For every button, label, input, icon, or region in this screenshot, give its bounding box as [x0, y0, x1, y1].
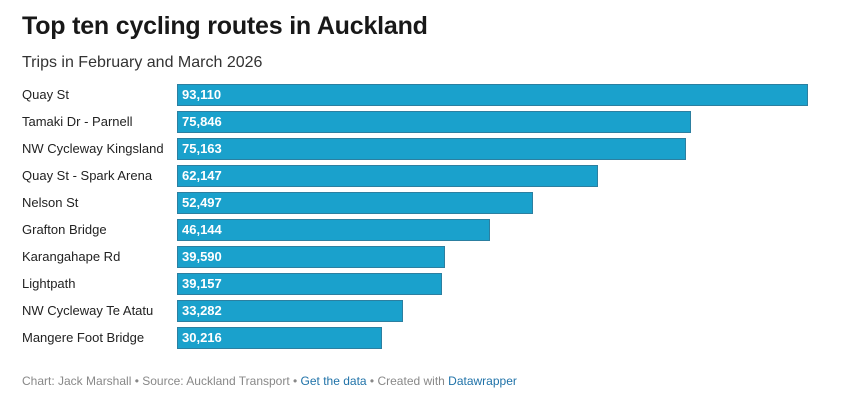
- category-label: Lightpath: [22, 276, 76, 291]
- bar-value-label: 75,846: [182, 114, 222, 129]
- bar-value-label: 39,157: [182, 276, 222, 291]
- footer-separator: •: [289, 374, 301, 388]
- source-credit: Source: Auckland Transport: [142, 374, 290, 388]
- bar: [177, 327, 382, 349]
- category-label: Nelson St: [22, 195, 79, 210]
- bar: [177, 246, 445, 268]
- bar: [177, 273, 442, 295]
- category-label: Karangahape Rd: [22, 249, 121, 264]
- bar-row: Quay St - Spark Arena 62,147: [0, 165, 862, 188]
- bar-value-label: 52,497: [182, 195, 222, 210]
- bar: [177, 219, 490, 241]
- bar-row: Grafton Bridge 46,144: [0, 219, 862, 242]
- bar-row: Lightpath 39,157: [0, 273, 862, 296]
- bar-value-label: 39,590: [182, 249, 222, 264]
- bar-value-label: 93,110: [182, 87, 222, 102]
- bar: [177, 111, 691, 133]
- bar: [177, 300, 403, 322]
- category-label: Quay St: [22, 87, 69, 102]
- category-label: NW Cycleway Kingsland: [22, 141, 164, 156]
- footer-separator: •: [131, 374, 143, 388]
- bar-row: Quay St 93,110: [0, 84, 862, 107]
- bar-row: NW Cycleway Te Atatu 33,282: [0, 300, 862, 323]
- bar-row: Mangere Foot Bridge 30,216: [0, 327, 862, 350]
- bar-row: Nelson St 52,497: [0, 192, 862, 215]
- created-with-text: Created with: [377, 374, 449, 388]
- bar-row: Karangahape Rd 39,590: [0, 246, 862, 269]
- chart-subtitle: Trips in February and March 2026: [22, 54, 263, 71]
- bar: [177, 165, 598, 187]
- bar-chart: Quay St 93,110 Tamaki Dr - Parnell 75,846 NW…: [0, 84, 862, 354]
- category-label: Mangere Foot Bridge: [22, 330, 145, 345]
- category-label: Quay St - Spark Arena: [22, 168, 153, 183]
- get-the-data-link[interactable]: Get the data: [300, 374, 367, 388]
- bar: [177, 84, 808, 106]
- chart-footer: Chart: Jack Marshall • Source: Auckland …: [22, 374, 517, 388]
- bar-value-label: 46,144: [182, 222, 222, 237]
- bar-value-label: 33,282: [182, 303, 222, 318]
- bar-row: Tamaki Dr - Parnell 75,846: [0, 111, 862, 134]
- bar-row: NW Cycleway Kingsland 75,163: [0, 138, 862, 161]
- chart-credit: Chart: Jack Marshall: [22, 374, 132, 388]
- category-label: NW Cycleway Te Atatu: [22, 303, 154, 318]
- datawrapper-link[interactable]: Datawrapper: [448, 374, 517, 388]
- bar-value-label: 75,163: [182, 141, 222, 156]
- chart-title: Top ten cycling routes in Auckland: [22, 12, 428, 40]
- bar-value-label: 62,147: [182, 168, 222, 183]
- category-label: Tamaki Dr - Parnell: [22, 114, 133, 129]
- category-label: Grafton Bridge: [22, 222, 107, 237]
- bar: [177, 138, 686, 160]
- bar: [177, 192, 533, 214]
- bar-value-label: 30,216: [182, 330, 222, 345]
- footer-separator: •: [366, 374, 378, 388]
